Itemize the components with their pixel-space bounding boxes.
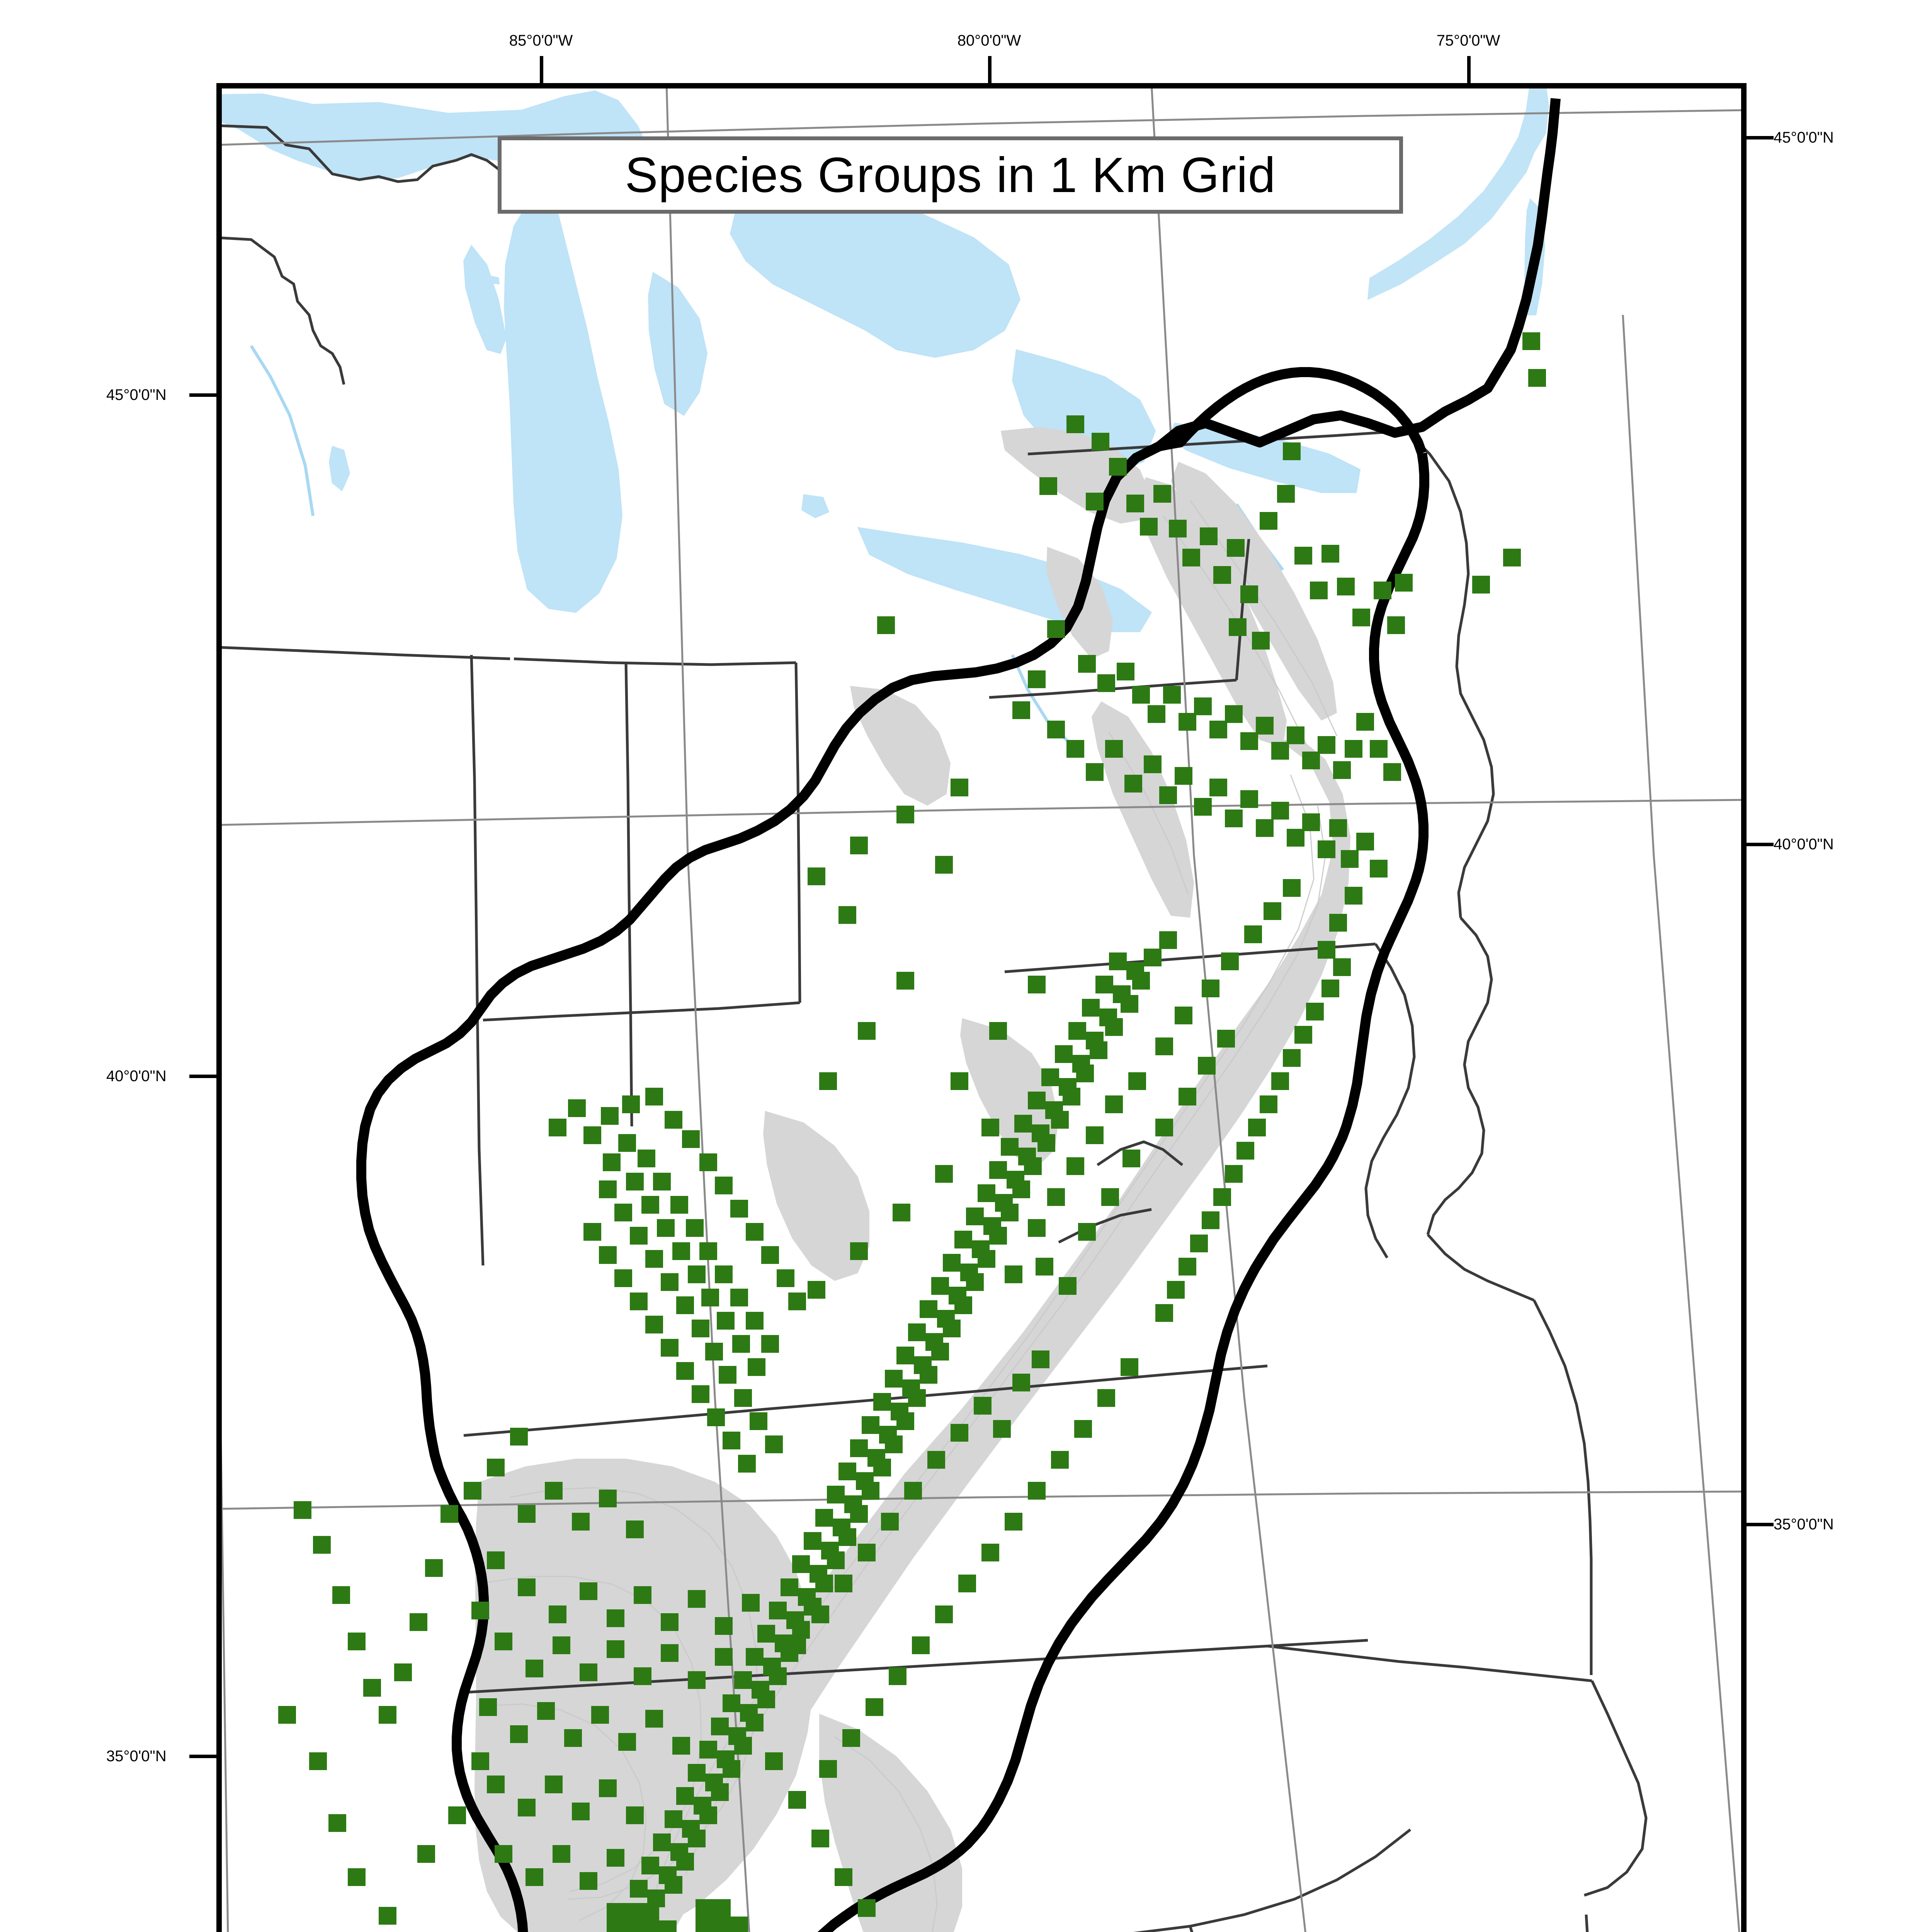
tick-left-1 <box>189 1075 217 1078</box>
tick-right-1 <box>1746 843 1774 846</box>
tick-top-2 <box>1467 56 1471 84</box>
tick-left-0 <box>189 393 217 397</box>
page-title: Species Groups in 1 Km Grid <box>625 147 1276 203</box>
grat-label-right-2: 35°0'0"N <box>1774 1516 1834 1533</box>
water-bodies <box>222 88 1549 745</box>
tick-top-1 <box>988 56 992 84</box>
state-boundaries <box>222 124 1648 1932</box>
study-area-outline <box>356 98 1561 1932</box>
map-canvas <box>222 88 1741 1932</box>
species-grid-cells <box>278 332 1546 1932</box>
grat-label-left-0: 45°0'0"N <box>106 386 167 403</box>
tick-left-2 <box>189 1755 217 1758</box>
graticule-lines <box>222 88 1741 1932</box>
grat-label-right-0: 45°0'0"N <box>1774 129 1834 146</box>
tick-right-0 <box>1746 136 1774 139</box>
grat-label-top-1: 80°0'0"W <box>957 32 1021 49</box>
tick-top-0 <box>540 56 543 84</box>
grat-label-top-2: 75°0'0"W <box>1436 32 1500 49</box>
grat-label-left-1: 40°0'0"N <box>106 1068 167 1085</box>
grat-label-right-1: 40°0'0"N <box>1774 836 1834 853</box>
grat-label-left-2: 35°0'0"N <box>106 1748 167 1765</box>
map-title-box: Species Groups in 1 Km Grid <box>498 136 1403 214</box>
grat-label-top-0: 85°0'0"W <box>509 32 573 49</box>
map-frame[interactable] <box>216 83 1747 1932</box>
tick-right-2 <box>1746 1523 1774 1526</box>
